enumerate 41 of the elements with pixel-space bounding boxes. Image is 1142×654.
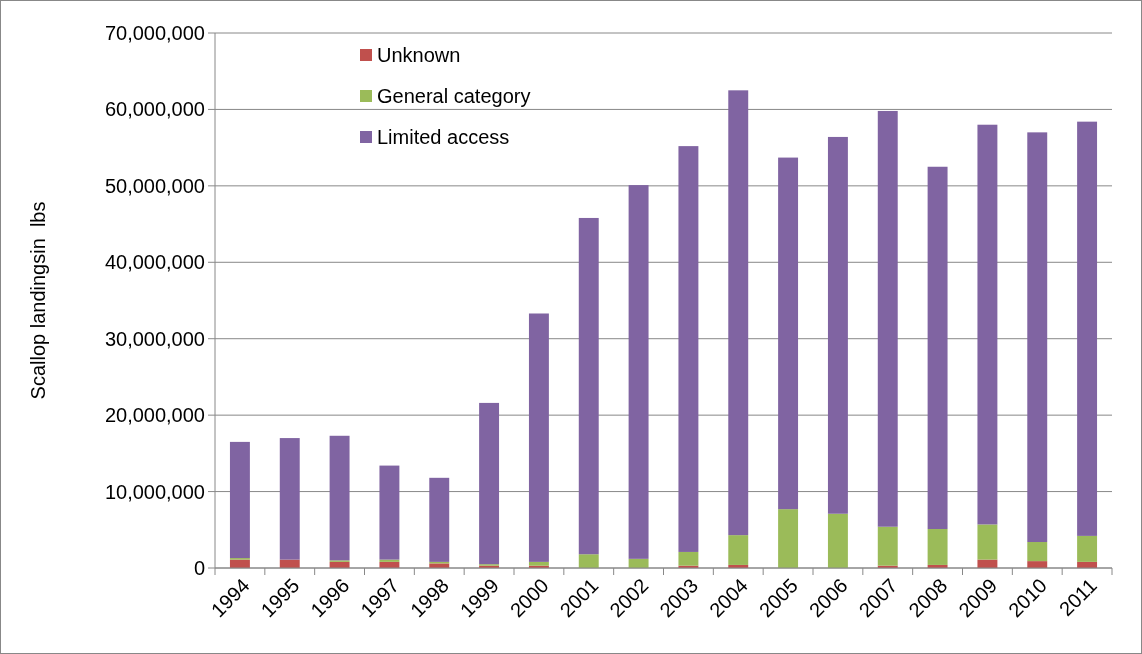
bar (1027, 542, 1048, 562)
bar (827, 136, 848, 514)
bar (927, 529, 948, 565)
bar (678, 551, 699, 566)
bar (279, 438, 300, 560)
bar (1077, 535, 1098, 562)
bar (578, 217, 599, 555)
bar (728, 535, 749, 565)
y-tick-label: 70,000,000 (104, 22, 205, 44)
bar (1027, 132, 1048, 543)
bar (977, 524, 998, 560)
y-tick-label: 30,000,000 (104, 327, 205, 350)
bar (479, 402, 500, 565)
bar (778, 509, 799, 568)
bar (778, 157, 799, 510)
y-tick-label: 60,000,000 (104, 98, 205, 121)
y-tick-label: 0 (193, 557, 205, 579)
bar (329, 435, 350, 561)
bar (877, 110, 898, 527)
bar (528, 313, 549, 562)
bar (728, 90, 749, 536)
y-axis-title: Scallop landingsin lbs (27, 201, 49, 400)
y-tick-label: 20,000,000 (104, 404, 205, 427)
y-tick-label: 50,000,000 (104, 174, 205, 197)
legend-label: Limited access (377, 126, 510, 148)
bar (678, 146, 699, 552)
y-tick-label: 10,000,000 (104, 480, 205, 503)
legend-label: Unknown (377, 44, 461, 66)
bar (1077, 121, 1098, 536)
bar (379, 465, 400, 560)
bar (877, 526, 898, 566)
bar (827, 513, 848, 568)
bar (927, 166, 948, 530)
bar (977, 124, 998, 525)
y-tick-label: 40,000,000 (104, 251, 205, 274)
bar (578, 554, 599, 568)
bar (429, 477, 450, 562)
legend-label: General category (377, 85, 531, 107)
bar (628, 185, 649, 559)
bar (229, 441, 250, 559)
bar (528, 561, 549, 566)
